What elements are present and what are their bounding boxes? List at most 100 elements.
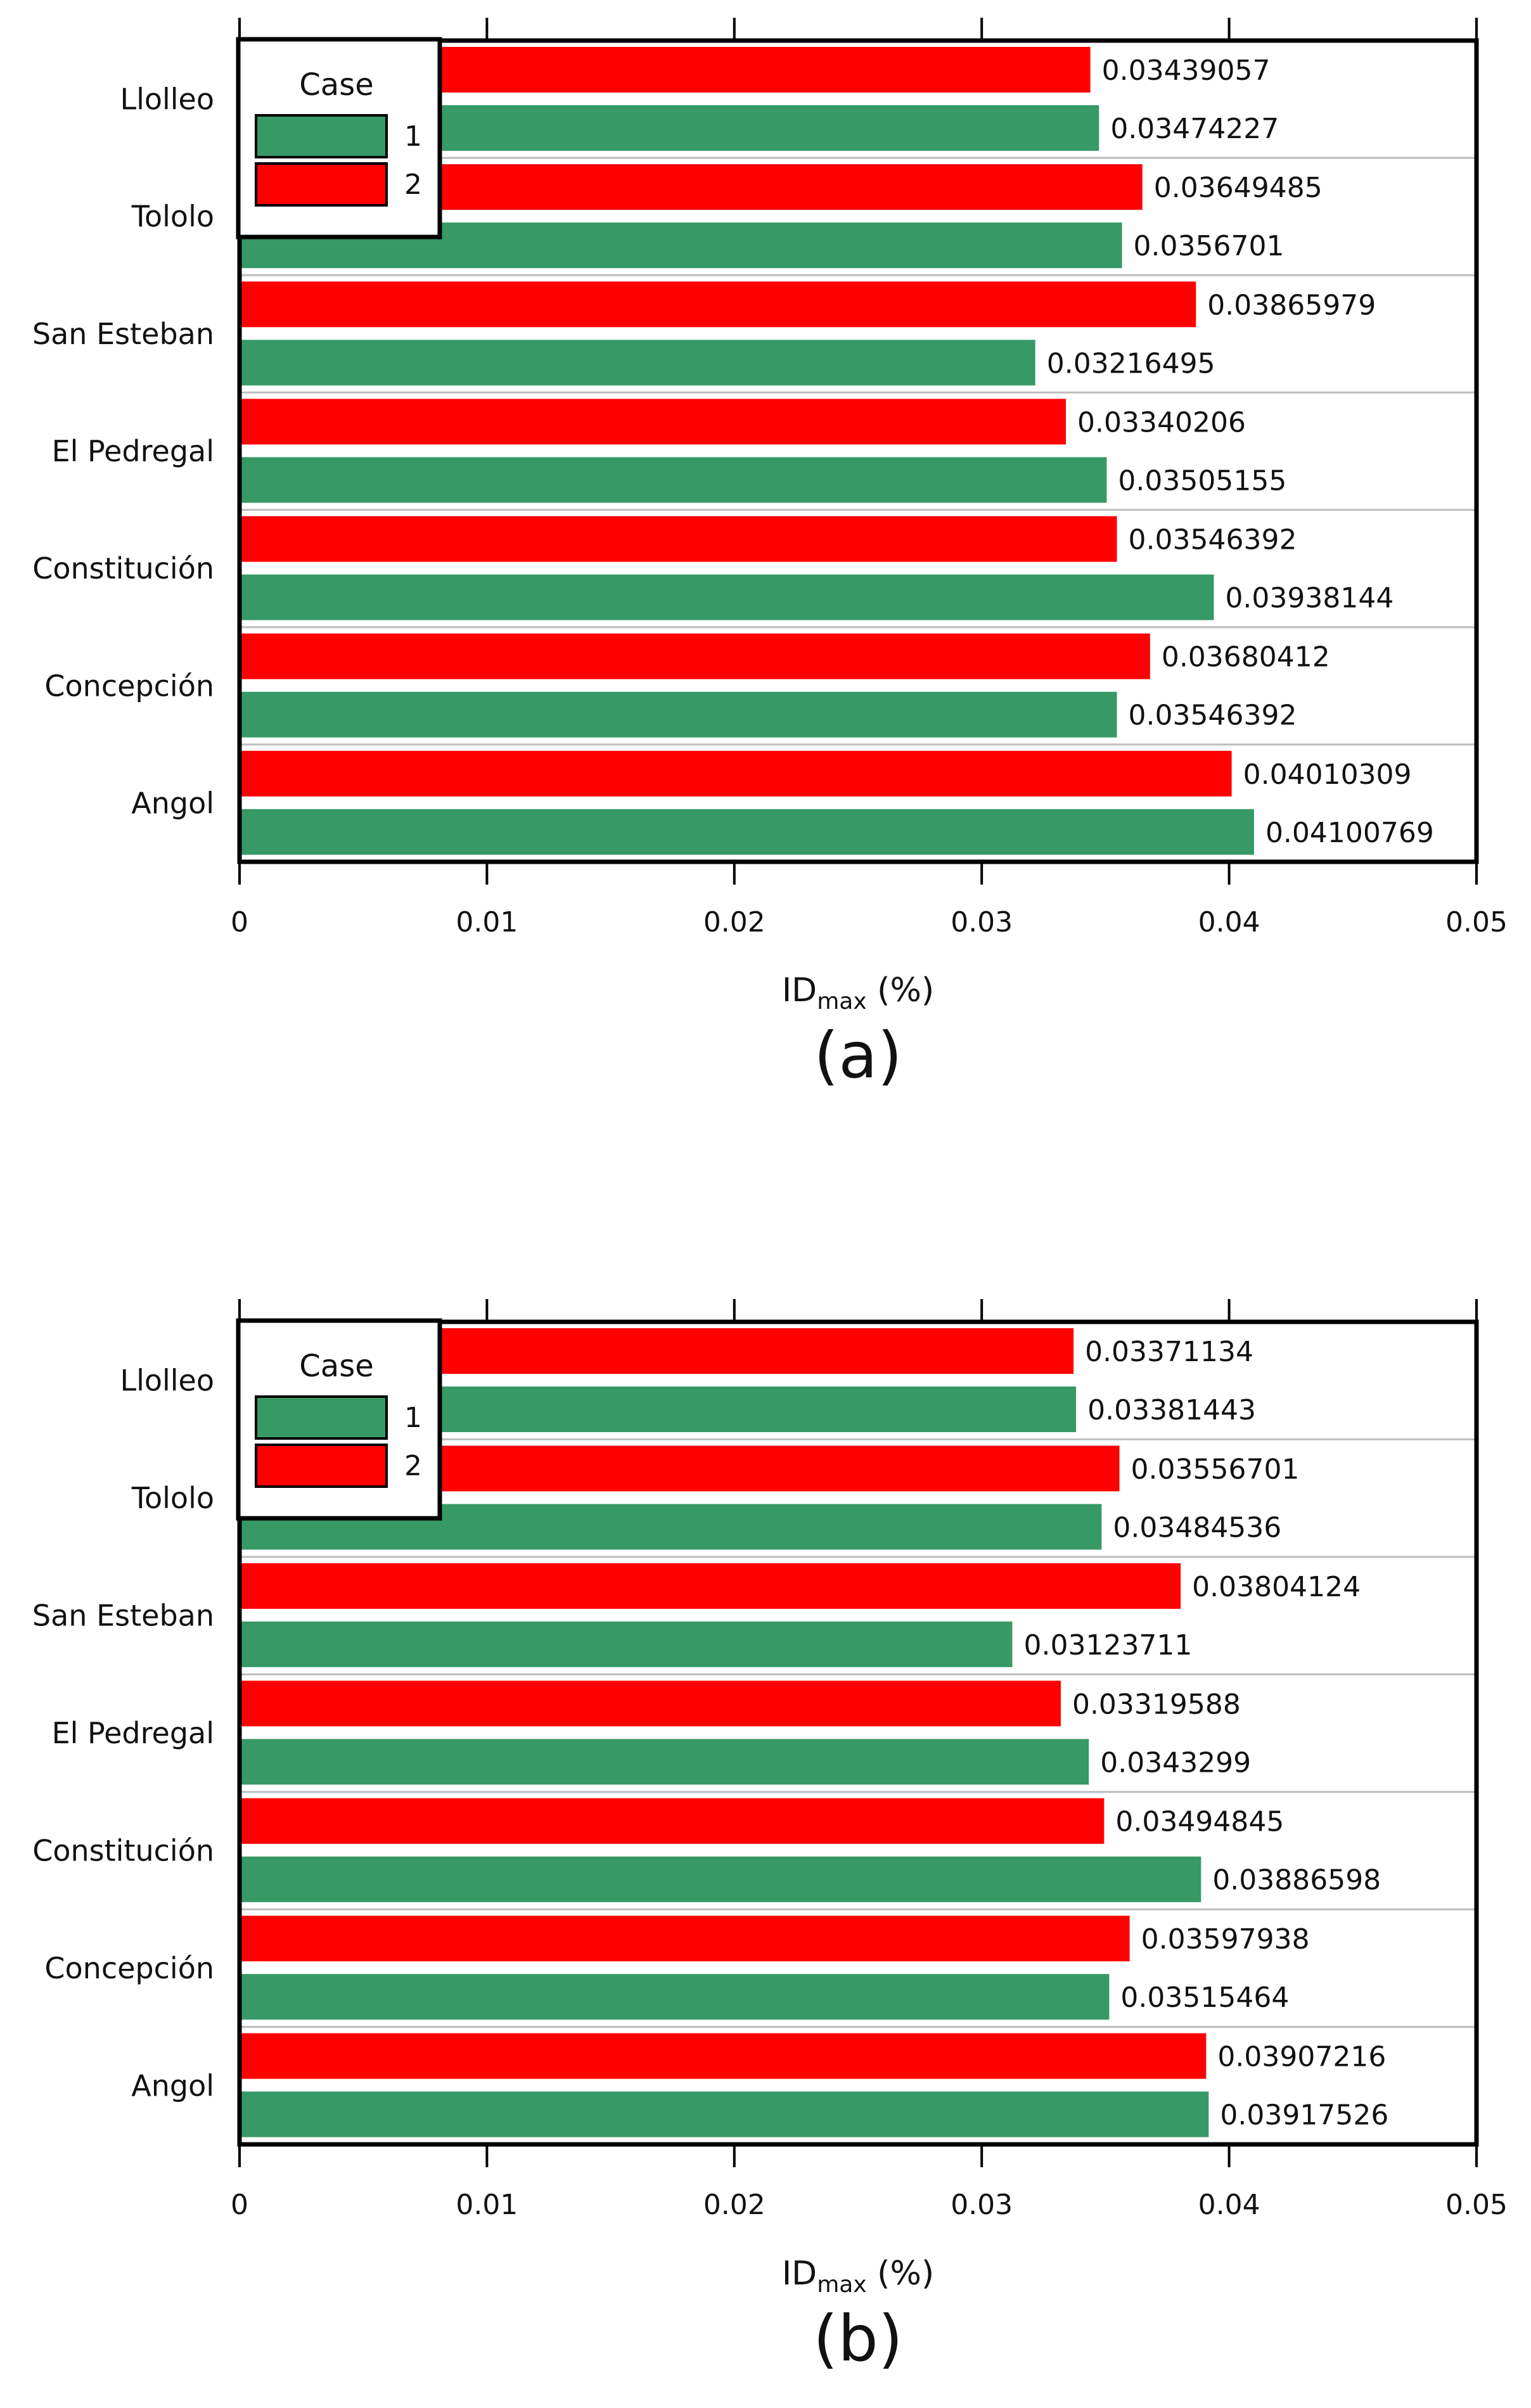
bar-value-label: 0.03515464	[1120, 1982, 1289, 2014]
bar-value-label: 0.03340206	[1077, 406, 1246, 439]
category-label: San Esteban	[32, 317, 214, 351]
category-label: Angol	[131, 786, 214, 820]
x-axis-title: IDmax (%)	[782, 2255, 934, 2298]
x-axis-title-subscript: max	[817, 2272, 866, 2298]
bar-value-label: 0.03546392	[1129, 524, 1297, 556]
category-label: Tololo	[131, 200, 214, 234]
x-tick-label: 0	[231, 906, 248, 938]
category-label: Angol	[131, 2068, 214, 2103]
bar-value-label: 0.03546392	[1129, 700, 1297, 732]
category-label: Llolleo	[120, 1364, 214, 1398]
bar-value-label: 0.03556701	[1131, 1453, 1300, 1485]
bar-value-label: 0.03371134	[1085, 1336, 1253, 1368]
chart-panel-b: 0.03371134 0.03381443 Llolleo 0.03556701 0.0…	[32, 1299, 1508, 2376]
bar-el-pedregal-case-1	[240, 457, 1107, 503]
bar-value-label: 0.03439057	[1102, 54, 1271, 87]
legend-label-case-2: 2	[404, 169, 422, 201]
bar-value-label: 0.03484536	[1113, 1511, 1281, 1544]
x-tick-label: 0.05	[1445, 2189, 1508, 2221]
bar-value-label: 0.0356701	[1134, 230, 1284, 262]
category-label: El Pedregal	[52, 1716, 214, 1750]
bar-value-label: 0.03494845	[1115, 1806, 1284, 1838]
bar-concepci-n-case-2	[240, 633, 1150, 679]
bar-value-label: 0.0343299	[1100, 1746, 1251, 1779]
bar-value-label: 0.03216495	[1047, 347, 1215, 380]
bar-value-label: 0.03649485	[1154, 172, 1323, 204]
bar-value-label: 0.03804124	[1192, 1571, 1361, 1603]
bar-angol-case-1	[240, 2091, 1209, 2137]
bar-el-pedregal-case-2	[240, 399, 1067, 445]
legend-title: Case	[299, 67, 373, 103]
bar-value-label: 0.03381443	[1087, 1394, 1256, 1426]
x-axis-title-unit: (%)	[867, 2255, 935, 2293]
category-label: Constitución	[32, 1833, 214, 1867]
category-label: Concepción	[44, 1951, 214, 1985]
legend: Case 1 2	[236, 1318, 442, 1521]
legend-label-case-1: 1	[404, 1402, 422, 1434]
legend-swatch-case-2	[255, 1444, 388, 1488]
x-tick-label: 0.04	[1198, 906, 1260, 938]
chart-panel-a: 0.03439057 0.03474227 Llolleo 0.03649485 0.0…	[32, 18, 1508, 1092]
legend-label-case-2: 2	[404, 1450, 422, 1482]
x-tick-label: 0.02	[703, 906, 766, 938]
x-tick-label: 0.03	[951, 906, 1013, 938]
bar-concepci-n-case-1	[240, 1974, 1110, 2020]
bar-value-label: 0.04100769	[1265, 817, 1434, 849]
panel-label: (a)	[814, 1018, 902, 1092]
bar-constituci-n-case-2	[240, 516, 1117, 562]
panel-label: (b)	[813, 2302, 903, 2376]
x-axis-title-main: ID	[782, 971, 817, 1009]
bar-el-pedregal-case-2	[240, 1681, 1061, 1727]
bar-san-esteban-case-1	[240, 1621, 1013, 1667]
legend-swatch-case-1	[255, 114, 388, 158]
plot-frame	[237, 38, 1479, 864]
x-tick-label: 0.03	[951, 2189, 1013, 2221]
x-axis-title-unit: (%)	[867, 971, 935, 1009]
legend-swatch-case-2	[255, 162, 388, 207]
bar-value-label: 0.03907216	[1217, 2041, 1386, 2073]
x-tick-label: 0.01	[456, 2189, 518, 2221]
category-label: El Pedregal	[52, 434, 214, 468]
bar-constituci-n-case-1	[240, 574, 1214, 620]
bar-san-esteban-case-1	[240, 340, 1035, 386]
legend-swatch-case-1	[255, 1395, 388, 1440]
bar-san-esteban-case-2	[240, 281, 1196, 328]
bar-value-label: 0.03865979	[1207, 289, 1376, 321]
x-tick-label: 0.05	[1445, 906, 1508, 938]
bar-concepci-n-case-1	[240, 691, 1117, 738]
bar-value-label: 0.03505155	[1118, 464, 1286, 497]
bar-value-label: 0.03680412	[1162, 641, 1330, 674]
bar-angol-case-2	[240, 750, 1232, 797]
bar-constituci-n-case-1	[240, 1856, 1201, 1902]
x-axis-title: IDmax (%)	[782, 971, 934, 1015]
category-label: Tololo	[131, 1481, 214, 1515]
x-tick-label: 0.04	[1198, 2189, 1260, 2221]
bar-constituci-n-case-2	[240, 1798, 1105, 1844]
legend-title: Case	[299, 1348, 373, 1384]
legend: Case 1 2	[236, 37, 442, 240]
plot-frame	[237, 1319, 1479, 2147]
x-tick-label: 0	[231, 2189, 248, 2221]
category-label: Concepción	[44, 669, 214, 703]
bar-value-label: 0.03597938	[1141, 1923, 1310, 1956]
legend-label-case-1: 1	[404, 120, 422, 153]
category-label: San Esteban	[32, 1599, 214, 1633]
bar-angol-case-1	[240, 809, 1254, 855]
bar-value-label: 0.03886598	[1212, 1864, 1381, 1897]
bar-value-label: 0.03474227	[1110, 113, 1279, 145]
x-axis-title-main: ID	[782, 2255, 817, 2293]
bar-value-label: 0.04010309	[1243, 759, 1412, 791]
bar-el-pedregal-case-1	[240, 1739, 1089, 1785]
bar-value-label: 0.03917526	[1220, 2099, 1388, 2132]
x-tick-label: 0.02	[703, 2189, 766, 2221]
bar-angol-case-2	[240, 2033, 1207, 2079]
bar-concepci-n-case-2	[240, 1916, 1130, 1962]
bar-san-esteban-case-2	[240, 1563, 1181, 1609]
x-tick-label: 0.01	[456, 906, 518, 938]
bar-value-label: 0.03123711	[1023, 1629, 1192, 1662]
x-axis-title-subscript: max	[817, 989, 866, 1015]
bar-value-label: 0.03319588	[1072, 1688, 1241, 1720]
bar-value-label: 0.03938144	[1225, 582, 1393, 615]
category-label: Llolleo	[120, 82, 214, 117]
